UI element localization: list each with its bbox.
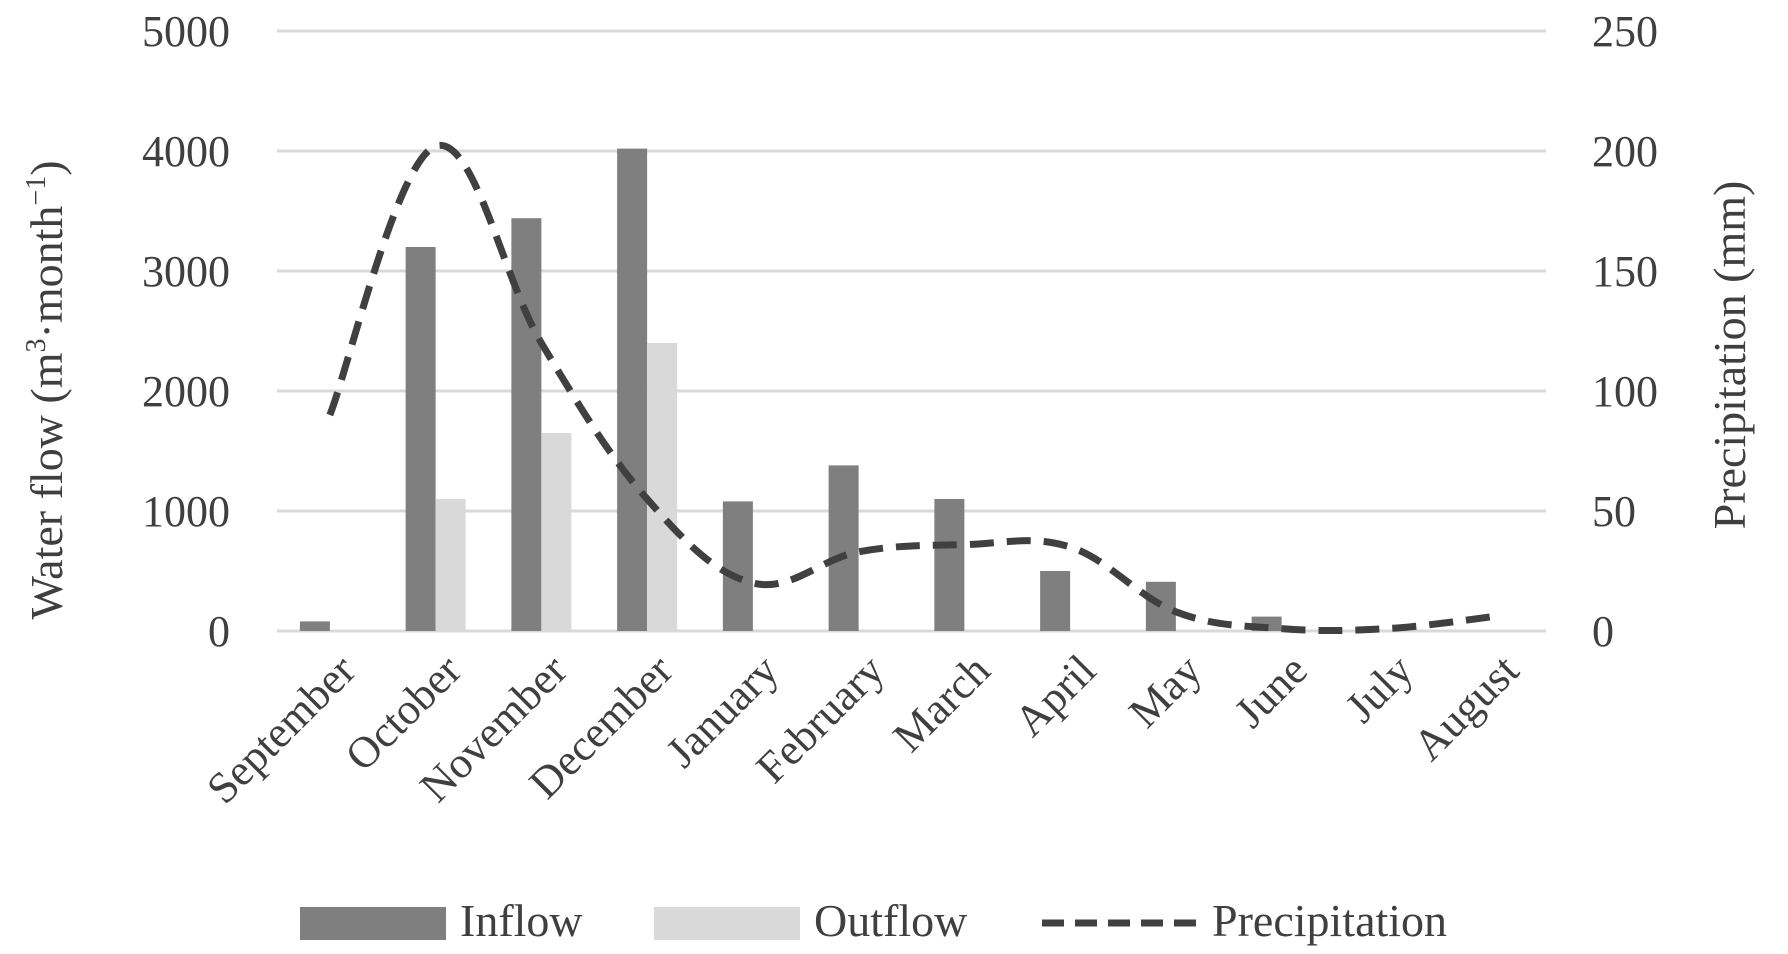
y-axis-label-mid: ·month <box>21 206 72 339</box>
legend-label-outflow: Outflow <box>814 895 968 946</box>
y-axis-ticks: 0 1000 2000 3000 4000 5000 <box>142 7 230 656</box>
bar-inflow <box>617 149 647 631</box>
x-tick-label: June <box>1225 645 1317 737</box>
y-axis-label-sup1: 3 <box>21 338 52 352</box>
y2-tick-label: 150 <box>1592 247 1658 296</box>
y-axis-label-base: Water flow (m <box>21 352 72 619</box>
y-tick-label: 0 <box>208 607 230 656</box>
x-tick-label: April <box>1005 645 1105 745</box>
x-tick-label: May <box>1119 645 1211 737</box>
bar-outflow <box>647 343 677 631</box>
bar-outflow <box>436 499 466 631</box>
bar-inflow <box>934 499 964 631</box>
bar-inflow <box>300 621 330 631</box>
bar-inflow <box>406 247 436 631</box>
y2-tick-label: 0 <box>1592 607 1614 656</box>
bar-inflow <box>1040 571 1070 631</box>
legend: Inflow Outflow Precipitation <box>300 895 1447 946</box>
x-tick-label: March <box>884 645 1000 761</box>
bar-inflow <box>829 465 859 631</box>
bar-inflow <box>723 501 753 631</box>
y-axis-label-sup2: −1 <box>21 176 52 206</box>
y2-tick-label: 200 <box>1592 127 1658 176</box>
y-axis-label: Water flow (m3·month−1) <box>21 160 72 619</box>
legend-label-precipitation: Precipitation <box>1212 895 1447 946</box>
x-tick-label: September <box>197 645 365 813</box>
y2-tick-label: 100 <box>1592 367 1658 416</box>
legend-swatch-outflow <box>654 907 800 940</box>
precipitation-line <box>330 145 1493 630</box>
bar-outflow <box>541 433 571 631</box>
y2-axis-ticks: 0 50 100 150 200 250 <box>1592 7 1658 656</box>
y2-tick-label: 50 <box>1592 487 1636 536</box>
y-tick-label: 1000 <box>142 487 230 536</box>
legend-swatch-inflow <box>300 907 446 940</box>
y2-axis-label: Precipitation (mm) <box>1704 181 1755 530</box>
y2-tick-label: 250 <box>1592 7 1658 56</box>
x-tick-label: July <box>1336 645 1423 732</box>
y-axis-label-end: ) <box>21 160 72 175</box>
y-tick-label: 2000 <box>142 367 230 416</box>
legend-label-inflow: Inflow <box>460 895 583 946</box>
y-tick-label: 4000 <box>142 127 230 176</box>
gridlines <box>277 31 1546 631</box>
bar-inflow <box>1146 582 1176 631</box>
y-tick-label: 3000 <box>142 247 230 296</box>
x-axis-ticks: SeptemberOctoberNovemberDecemberJanuaryF… <box>197 645 1528 813</box>
y-tick-label: 5000 <box>142 7 230 56</box>
x-tick-label: August <box>1404 645 1529 770</box>
precipitation-line-layer <box>330 145 1493 630</box>
